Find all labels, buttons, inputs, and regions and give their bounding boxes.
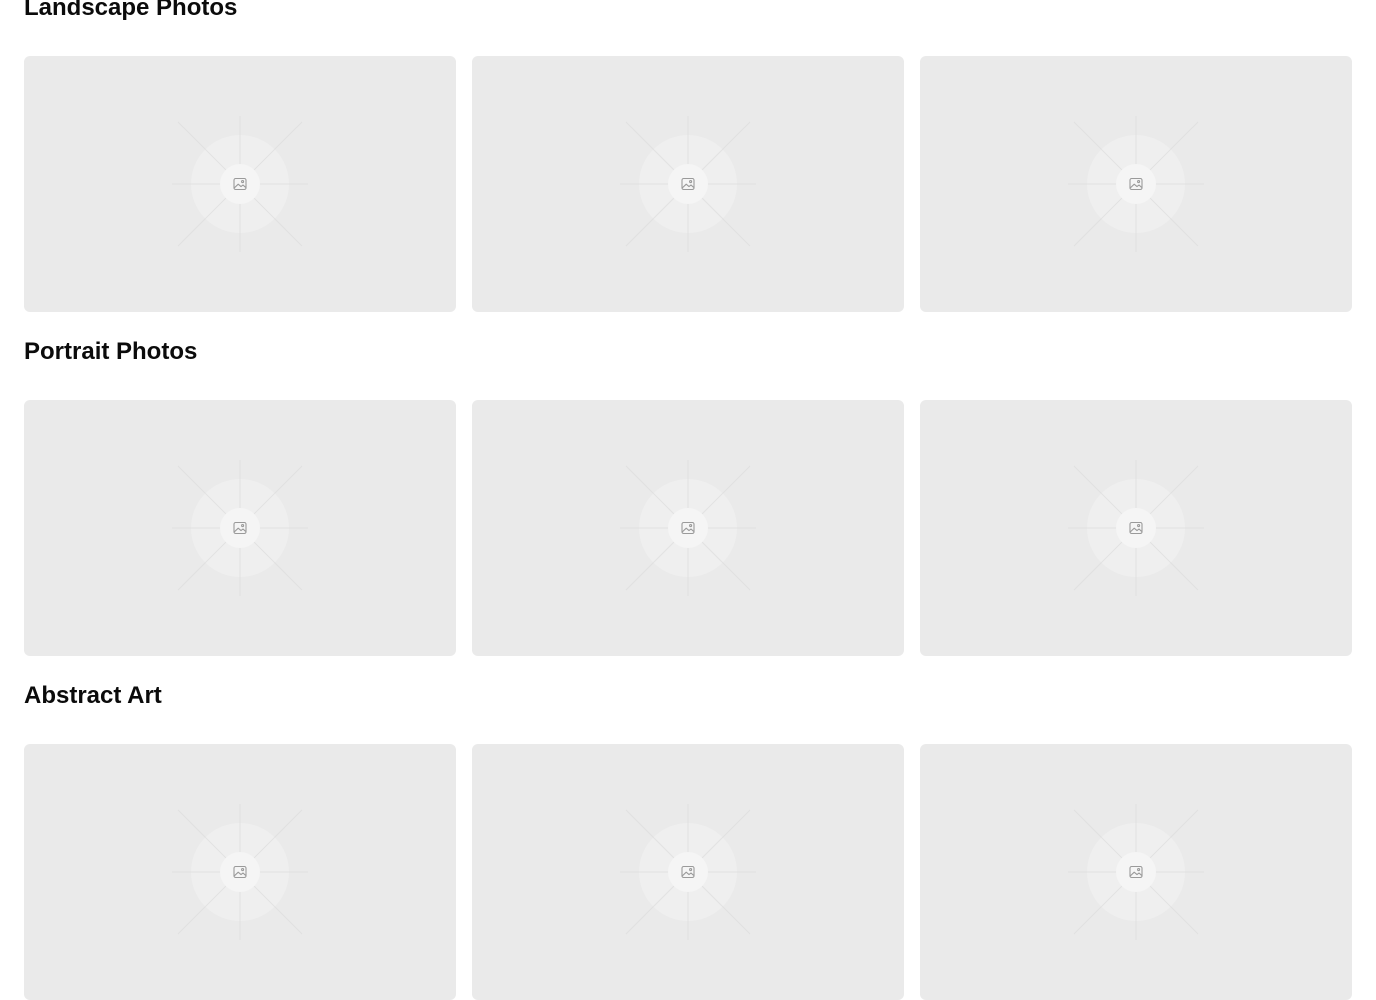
image-icon <box>1068 804 1204 940</box>
image-icon <box>620 116 756 252</box>
image-card[interactable] <box>24 56 456 312</box>
image-card[interactable] <box>472 56 904 312</box>
image-placeholder <box>620 460 756 596</box>
image-placeholder <box>620 116 756 252</box>
image-icon <box>1068 116 1204 252</box>
image-card[interactable] <box>472 400 904 656</box>
section-title: Abstract Art <box>24 682 162 709</box>
gallery-page: Landscape Photos <box>24 0 1352 1000</box>
image-icon <box>620 804 756 940</box>
image-grid <box>24 56 1352 312</box>
image-card[interactable] <box>920 56 1352 312</box>
image-card[interactable] <box>24 744 456 1000</box>
image-placeholder <box>620 804 756 940</box>
image-icon <box>172 460 308 596</box>
image-grid <box>24 744 1352 1000</box>
section-portrait-photos: Portrait Photos <box>24 338 1352 656</box>
image-placeholder <box>1068 460 1204 596</box>
image-card[interactable] <box>472 744 904 1000</box>
image-card[interactable] <box>24 400 456 656</box>
image-card[interactable] <box>920 400 1352 656</box>
image-icon <box>172 116 308 252</box>
image-placeholder <box>172 804 308 940</box>
section-landscape-photos: Landscape Photos <box>24 0 1352 312</box>
image-icon <box>172 804 308 940</box>
section-title: Portrait Photos <box>24 338 198 365</box>
image-grid <box>24 400 1352 656</box>
image-icon <box>1068 460 1204 596</box>
image-icon <box>620 460 756 596</box>
section-title: Landscape Photos <box>24 0 238 21</box>
image-placeholder <box>172 116 308 252</box>
image-placeholder <box>172 460 308 596</box>
image-placeholder <box>1068 116 1204 252</box>
image-card[interactable] <box>920 744 1352 1000</box>
image-placeholder <box>1068 804 1204 940</box>
section-abstract-art: Abstract Art <box>24 682 1352 1000</box>
